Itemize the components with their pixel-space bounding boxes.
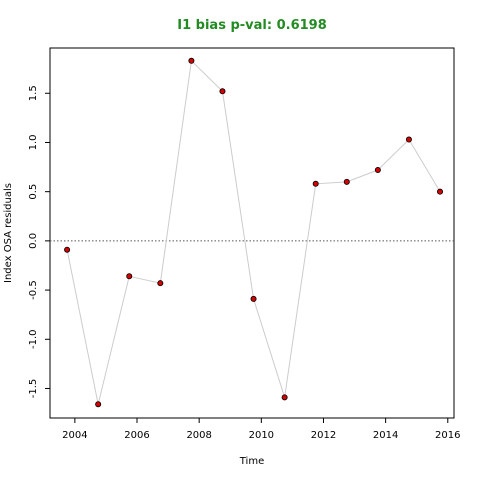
data-point bbox=[250, 295, 257, 302]
x-axis: 2004 2006 2008 2010 2012 2014 2016 bbox=[62, 418, 461, 441]
data-point bbox=[219, 88, 226, 95]
x-tick-label: 2008 bbox=[186, 430, 211, 441]
x-axis-title: Time bbox=[239, 456, 264, 467]
y-tick-label: 0.5 bbox=[28, 184, 39, 200]
data-point bbox=[437, 188, 444, 195]
data-point bbox=[281, 394, 288, 401]
data-point bbox=[95, 401, 102, 408]
data-point bbox=[126, 273, 133, 280]
data-point bbox=[64, 246, 71, 253]
x-tick-label: 2010 bbox=[249, 430, 274, 441]
x-tick-label: 2014 bbox=[373, 430, 398, 441]
y-tick-label: 1.5 bbox=[28, 85, 39, 101]
data-point bbox=[188, 57, 195, 64]
y-tick-label: -1.5 bbox=[28, 379, 39, 399]
x-tick-label: 2016 bbox=[435, 430, 460, 441]
y-tick-label: 1.0 bbox=[28, 135, 39, 151]
data-point bbox=[343, 178, 350, 185]
chart-title: I1 bias p-val: 0.6198 bbox=[177, 18, 327, 33]
data-point bbox=[405, 136, 412, 143]
x-tick-label: 2012 bbox=[311, 430, 336, 441]
series-line bbox=[66, 59, 441, 405]
y-axis-title: Index OSA residuals bbox=[3, 183, 14, 283]
data-point bbox=[312, 180, 319, 187]
y-axis: -1.5 -1.0 -0.5 0.0 0.5 1.0 1.5 bbox=[28, 85, 50, 398]
series-layer bbox=[64, 57, 444, 408]
y-tick-label: -0.5 bbox=[28, 280, 39, 300]
x-tick-label: 2006 bbox=[124, 430, 149, 441]
y-tick-label: 0.0 bbox=[28, 233, 39, 249]
data-point bbox=[157, 280, 164, 287]
x-tick-label: 2004 bbox=[62, 430, 87, 441]
plot-frame bbox=[49, 47, 455, 419]
y-tick-label: -1.0 bbox=[28, 330, 39, 350]
data-point bbox=[374, 167, 381, 174]
